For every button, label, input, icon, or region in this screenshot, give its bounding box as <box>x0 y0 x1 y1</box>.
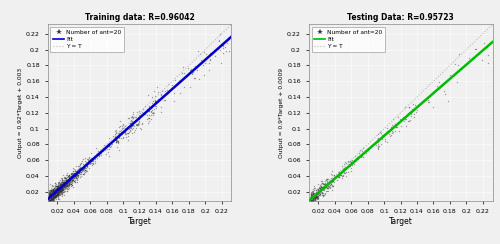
Title: Testing Data: R=0.95723: Testing Data: R=0.95723 <box>347 13 454 22</box>
Y-axis label: Output = 0.9*Target + 0.0009: Output = 0.9*Target + 0.0009 <box>280 68 284 158</box>
Y-axis label: Output = 0.92*Target + 0.003: Output = 0.92*Target + 0.003 <box>18 68 23 158</box>
Legend: Number of ant=20, Fit, Y = T: Number of ant=20, Fit, Y = T <box>312 27 386 52</box>
Title: Training data: R=0.96042: Training data: R=0.96042 <box>84 13 194 22</box>
X-axis label: Target: Target <box>128 217 152 226</box>
Legend: Number of ant=20, Fit, Y = T: Number of ant=20, Fit, Y = T <box>50 27 124 52</box>
X-axis label: Target: Target <box>388 217 412 226</box>
